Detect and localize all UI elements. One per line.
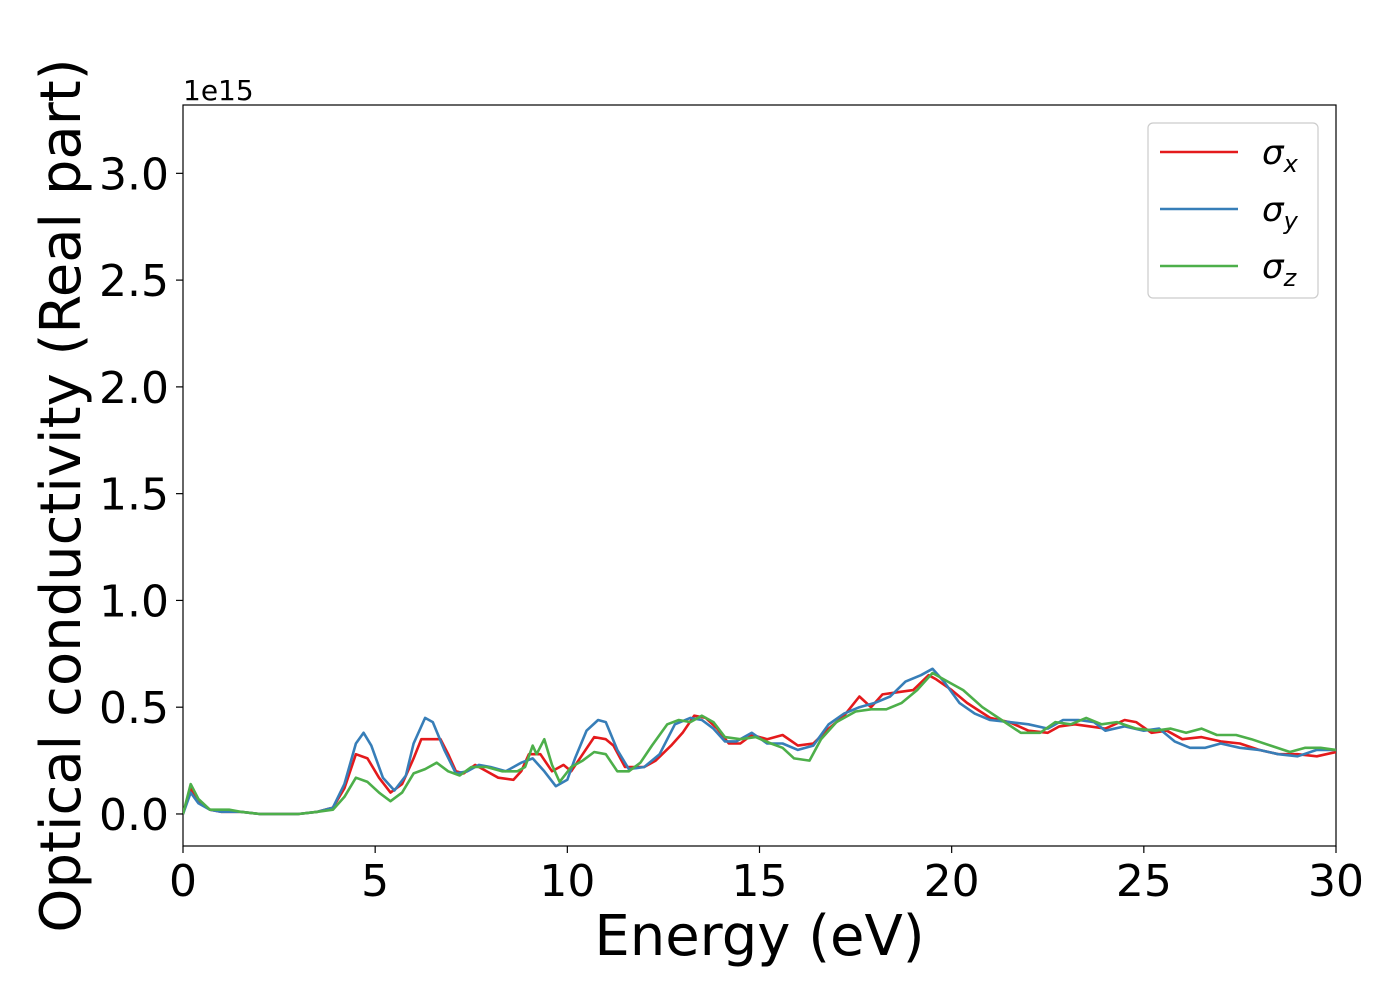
y-tick-label: 3.0 xyxy=(99,149,169,200)
series-line-x xyxy=(183,673,1336,816)
y-tick-label: 1.0 xyxy=(99,576,169,627)
x-tick-label: 30 xyxy=(1308,856,1364,907)
axis-ticks: 0 5 10 15 20 25 30 0.0 0.5 1.0 1.5 2.0 2.5 3.0 xyxy=(99,149,1364,907)
series-layer xyxy=(183,667,1336,816)
y-tick-label: 1.5 xyxy=(99,470,169,521)
y-axis-title: Optical conductivity (Real part) xyxy=(29,58,94,932)
y-axis-offset-label: 1e15 xyxy=(183,74,254,107)
x-tick-label: 25 xyxy=(1116,856,1172,907)
legend-frame xyxy=(1147,122,1319,299)
y-tick-label: 0.0 xyxy=(99,790,169,841)
x-tick-label: 0 xyxy=(169,856,197,907)
x-tick-label: 15 xyxy=(732,856,788,907)
y-tick-label: 2.5 xyxy=(99,256,169,307)
series-line-z xyxy=(183,671,1336,816)
x-tick-label: 5 xyxy=(361,856,389,907)
y-tick-label: 0.5 xyxy=(99,683,169,734)
x-tick-label: 20 xyxy=(924,856,980,907)
x-tick-label: 10 xyxy=(539,856,595,907)
x-axis-title: Energy (eV) xyxy=(594,904,924,969)
y-tick-label: 2.0 xyxy=(99,363,169,414)
